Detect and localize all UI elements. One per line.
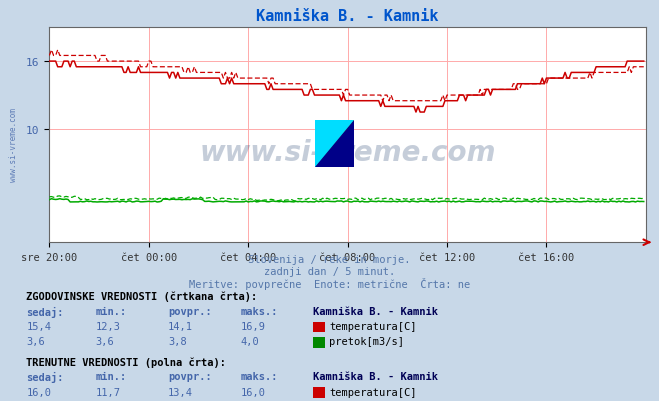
Text: www.si-vreme.com: www.si-vreme.com	[200, 138, 496, 166]
Text: 16,0: 16,0	[26, 387, 51, 397]
Text: ZGODOVINSKE VREDNOSTI (črtkana črta):: ZGODOVINSKE VREDNOSTI (črtkana črta):	[26, 291, 258, 301]
Text: 3,8: 3,8	[168, 336, 186, 346]
Text: temperatura[C]: temperatura[C]	[330, 387, 417, 397]
Text: zadnji dan / 5 minut.: zadnji dan / 5 minut.	[264, 266, 395, 276]
Text: 16,9: 16,9	[241, 321, 266, 331]
Text: maks.:: maks.:	[241, 371, 278, 381]
Text: pretok[m3/s]: pretok[m3/s]	[330, 336, 405, 346]
Text: min.:: min.:	[96, 371, 127, 381]
Text: 3,6: 3,6	[96, 336, 114, 346]
Text: 14,1: 14,1	[168, 321, 193, 331]
Text: 13,4: 13,4	[168, 387, 193, 397]
Text: 16,0: 16,0	[241, 387, 266, 397]
Text: Slovenija / reke in morje.: Slovenija / reke in morje.	[248, 255, 411, 265]
Text: povpr.:: povpr.:	[168, 306, 212, 316]
Text: www.si-vreme.com: www.si-vreme.com	[9, 107, 18, 181]
Polygon shape	[315, 120, 354, 168]
Text: 11,7: 11,7	[96, 387, 121, 397]
Text: 4,0: 4,0	[241, 336, 259, 346]
Text: sedaj:: sedaj:	[26, 306, 64, 317]
Polygon shape	[315, 120, 354, 168]
Text: 3,6: 3,6	[26, 336, 45, 346]
Text: temperatura[C]: temperatura[C]	[330, 321, 417, 331]
Text: Meritve: povprečne  Enote: metrične  Črta: ne: Meritve: povprečne Enote: metrične Črta:…	[189, 277, 470, 289]
Text: sedaj:: sedaj:	[26, 371, 64, 383]
Text: maks.:: maks.:	[241, 306, 278, 316]
Text: povpr.:: povpr.:	[168, 371, 212, 381]
Text: min.:: min.:	[96, 306, 127, 316]
Text: 15,4: 15,4	[26, 321, 51, 331]
Text: Kamniška B. - Kamnik: Kamniška B. - Kamnik	[313, 306, 438, 316]
Text: 12,3: 12,3	[96, 321, 121, 331]
Text: Kamniška B. - Kamnik: Kamniška B. - Kamnik	[313, 371, 438, 381]
Title: Kamniška B. - Kamnik: Kamniška B. - Kamnik	[256, 9, 439, 24]
Text: TRENUTNE VREDNOSTI (polna črta):: TRENUTNE VREDNOSTI (polna črta):	[26, 356, 226, 367]
